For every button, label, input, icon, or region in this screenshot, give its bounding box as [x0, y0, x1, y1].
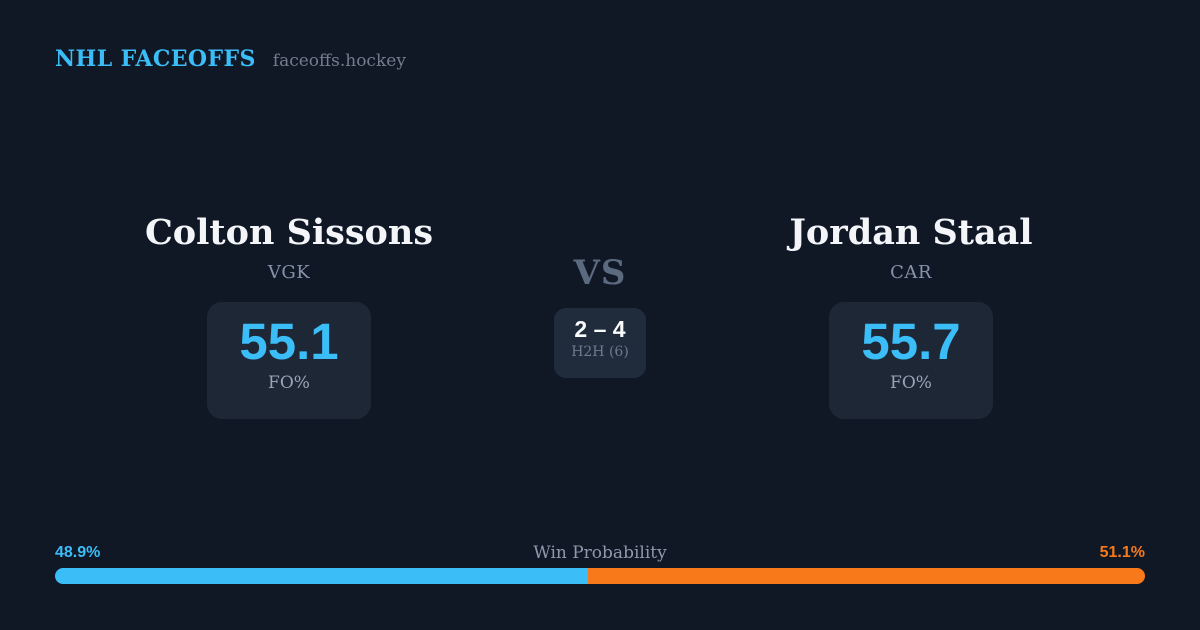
win-probability-labels: 48.9% Win Probability 51.1% [55, 542, 1145, 564]
player-left-team: VGK [267, 261, 311, 283]
site-domain: faceoffs.hockey [272, 51, 406, 71]
player-right-team: CAR [890, 261, 932, 283]
player-left-stat-label: FO% [268, 373, 310, 394]
h2h-card: 2 – 4 H2H (6) [554, 307, 646, 378]
win-probability-bar-right-segment [588, 568, 1145, 584]
player-right-section: Jordan Staal CAR 55.7 FO% [741, 210, 1081, 420]
win-probability-bar-left-segment [55, 568, 588, 584]
win-probability-right-pct: 51.1% [1099, 544, 1145, 561]
vs-label: VS [573, 253, 627, 293]
player-left-section: Colton Sissons VGK 55.1 FO% [119, 210, 459, 420]
h2h-score: 2 – 4 [574, 315, 626, 342]
player-right-stat-value: 55.7 [861, 313, 961, 371]
win-probability-title: Win Probability [533, 543, 667, 563]
win-probability-left-pct: 48.9% [55, 544, 101, 561]
win-probability-bar [55, 568, 1145, 584]
brand-title: NHL FACEOFFS [55, 46, 256, 72]
player-left-stat-card: 55.1 FO% [207, 302, 371, 420]
player-right-name: Jordan Staal [789, 212, 1033, 253]
header: NHL FACEOFFS faceoffs.hockey [55, 46, 406, 72]
player-left-stat-value: 55.1 [239, 313, 339, 371]
player-right-stat-card: 55.7 FO% [829, 302, 993, 420]
player-left-name: Colton Sissons [144, 212, 434, 253]
vs-section: VS 2 – 4 H2H (6) [440, 253, 760, 378]
h2h-label: H2H (6) [571, 344, 629, 361]
player-right-stat-label: FO% [890, 373, 932, 394]
